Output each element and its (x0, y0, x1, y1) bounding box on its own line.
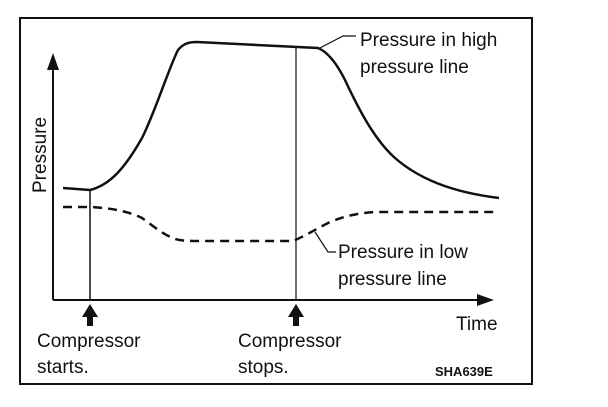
low-pressure-curve (63, 205, 499, 243)
low-line-label-2: pressure line (338, 269, 447, 290)
high-pressure-curve (62, 40, 500, 200)
x-axis-arrowhead (477, 294, 494, 306)
low-line-leader (314, 231, 336, 253)
frame-border (19, 17, 533, 385)
compressor-start-label-2: starts. (37, 357, 89, 378)
y-axis-label: Pressure (30, 117, 51, 193)
low-line-label-1: Pressure in low (338, 242, 468, 263)
high-line-leader (317, 35, 356, 50)
x-axis-label: Time (456, 314, 498, 335)
compressor-start-label-1: Compressor (37, 331, 141, 352)
compressor-stop-label-2: stops. (238, 357, 289, 378)
compressor-stop-label-1: Compressor (238, 331, 342, 352)
compressor-stop-arrow-icon (288, 304, 304, 326)
compressor-start-arrow-icon (82, 304, 98, 326)
figure-code: SHA639E (435, 364, 493, 379)
high-line-label-2: pressure line (360, 57, 469, 78)
high-line-label-1: Pressure in high (360, 30, 497, 51)
y-axis-arrowhead (47, 53, 59, 70)
